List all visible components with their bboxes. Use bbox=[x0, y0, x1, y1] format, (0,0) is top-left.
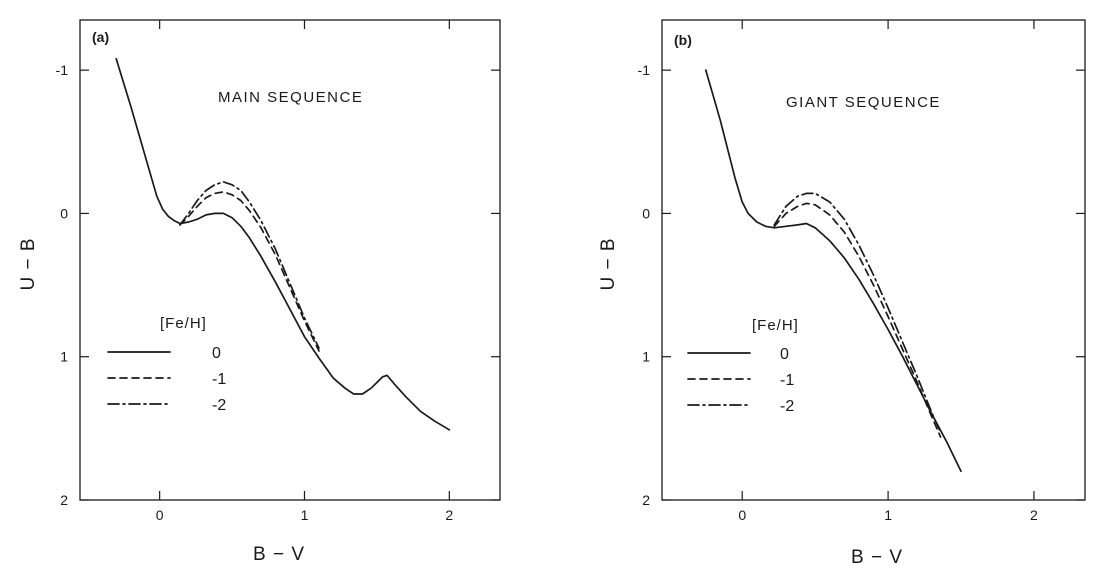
panel-label: (a) bbox=[92, 29, 109, 45]
sequence-annotation: MAIN SEQUENCE bbox=[218, 89, 363, 106]
legend-value: -1 bbox=[780, 372, 794, 389]
y-tick-label: 0 bbox=[60, 205, 68, 221]
panel-label: (b) bbox=[674, 32, 692, 48]
y-tick-label: 0 bbox=[642, 205, 650, 221]
y-tick-label: 2 bbox=[642, 492, 650, 508]
x-axis-label: B − V bbox=[851, 547, 903, 568]
y-tick-label: -1 bbox=[638, 62, 651, 78]
panel-giant-sequence: (b) GIANT SEQUENCE B − V U − B [Fe/H] 0 -… bbox=[598, 19, 1086, 568]
x-tick-label: 0 bbox=[156, 507, 164, 523]
series-line-dashed bbox=[773, 202, 942, 438]
series-line-dashdot bbox=[773, 192, 942, 434]
x-tick-label: 1 bbox=[884, 507, 892, 523]
legend: 0 -1 -2 bbox=[107, 345, 226, 414]
data-curves bbox=[115, 57, 451, 431]
x-tick-label: 0 bbox=[738, 507, 746, 523]
legend-title: [Fe/H] bbox=[160, 315, 207, 332]
panel-main-sequence: (a) MAIN SEQUENCE B − V U − B [Fe/H] 0 -1… bbox=[18, 19, 501, 565]
y-tick-label: 2 bbox=[60, 492, 68, 508]
legend-value: 0 bbox=[780, 346, 789, 363]
y-axis-label: U − B bbox=[598, 237, 619, 290]
legend-value: -2 bbox=[212, 397, 226, 414]
legend-value: -1 bbox=[212, 371, 226, 388]
y-tick-label: -1 bbox=[56, 62, 69, 78]
data-curves bbox=[704, 69, 962, 473]
legend-value: -2 bbox=[780, 398, 794, 415]
plot-frame bbox=[79, 19, 501, 501]
series-line-dashdot bbox=[179, 181, 320, 349]
y-tick-label: 1 bbox=[642, 349, 650, 365]
y-tick-label: 1 bbox=[60, 349, 68, 365]
y-axis-label: U − B bbox=[18, 237, 39, 290]
series-line-solid bbox=[115, 57, 451, 431]
series-line-dashed bbox=[179, 191, 320, 352]
x-tick-label: 1 bbox=[301, 507, 309, 523]
plot-frame bbox=[661, 19, 1086, 501]
series-line-solid bbox=[704, 69, 962, 473]
axis-ticks: 0 1 2 -1 0 1 2 bbox=[56, 20, 500, 523]
axis-ticks: 0 1 2 -1 0 1 2 bbox=[638, 20, 1085, 523]
legend-title: [Fe/H] bbox=[752, 317, 799, 334]
legend: 0 -1 -2 bbox=[687, 346, 794, 415]
x-tick-label: 2 bbox=[445, 507, 453, 523]
x-tick-label: 2 bbox=[1030, 507, 1038, 523]
legend-value: 0 bbox=[212, 345, 221, 362]
x-axis-label: B − V bbox=[253, 544, 305, 565]
sequence-annotation: GIANT SEQUENCE bbox=[786, 94, 941, 111]
